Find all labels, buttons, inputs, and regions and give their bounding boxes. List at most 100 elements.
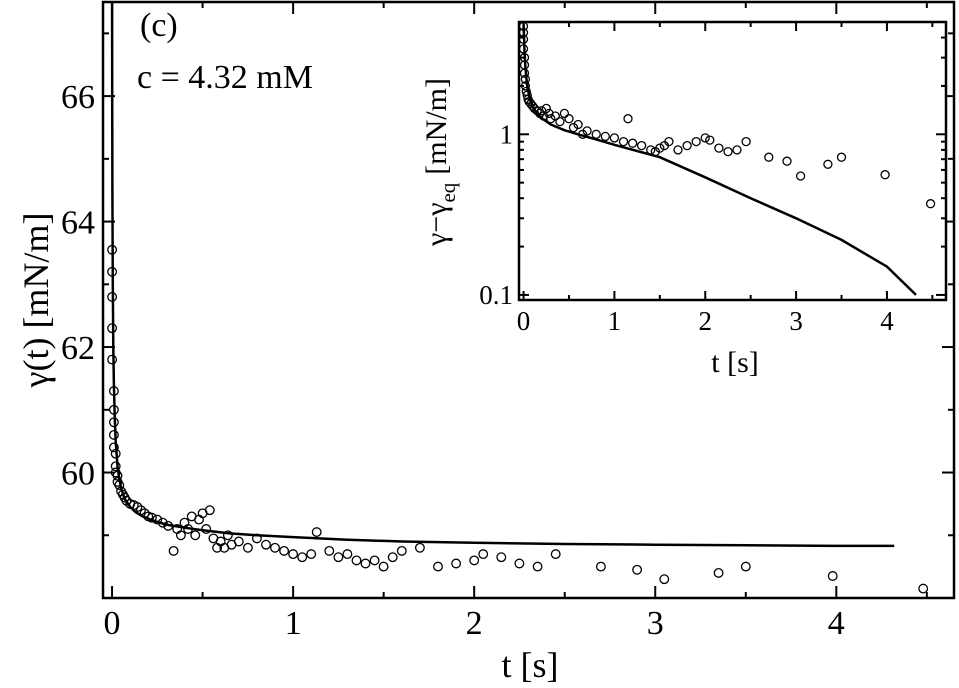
inset-data-point xyxy=(664,136,674,147)
main-plot-frame xyxy=(101,0,956,600)
main-x-tick-label: 1 xyxy=(285,605,302,642)
inset-data-point xyxy=(795,171,806,181)
inset-data-point xyxy=(655,143,665,153)
main-data-point xyxy=(222,530,233,541)
main-data-point xyxy=(595,561,606,572)
inset-y-label-units: [mN/m] xyxy=(420,78,453,175)
main-data-point xyxy=(478,549,489,560)
inset-data-point xyxy=(732,145,742,155)
inset-data-point xyxy=(546,114,556,124)
main-x-tick-label: 3 xyxy=(647,605,664,642)
inset-y-tick-label: 0.1 xyxy=(479,280,513,310)
main-data-point xyxy=(204,505,215,516)
inset-x-tick-label: 3 xyxy=(789,306,803,336)
inset-x-tick-label: 4 xyxy=(880,306,894,336)
main-y-tick-label: 62 xyxy=(61,330,95,367)
inset-y-axis-label: γ−γeq [mN/m] xyxy=(420,78,460,247)
main-data-point xyxy=(311,527,322,538)
main-y-tick-label: 66 xyxy=(61,79,95,116)
inset-data-point xyxy=(925,199,936,209)
main-data-point xyxy=(270,542,280,553)
main-data-point xyxy=(306,549,317,560)
inset-data-point xyxy=(836,152,847,162)
inset-data-point xyxy=(627,138,638,148)
main-data-point xyxy=(414,542,425,553)
inset-y-label-main: γ−γ xyxy=(420,203,453,247)
inset-data-point xyxy=(714,143,724,153)
main-data-point xyxy=(532,561,543,572)
inset-data-point xyxy=(559,108,570,119)
inset-plot-frame xyxy=(517,20,948,302)
main-data-point xyxy=(369,555,380,566)
main-data-point xyxy=(469,555,480,566)
main-data-point xyxy=(324,545,335,556)
inset-data-point xyxy=(527,101,538,111)
panel-label: (c) xyxy=(140,7,178,44)
main-data-point xyxy=(190,530,201,541)
main-data-point xyxy=(433,561,443,572)
inset-data-point xyxy=(764,152,774,162)
inset-data-point xyxy=(618,136,629,147)
inset-data-point xyxy=(700,133,710,143)
inset-data-point xyxy=(705,135,715,145)
inset-data-point xyxy=(636,140,647,151)
inset-plot: 0 1 2 3 4 0.1 1 t [s] γ−γeq [mN/m] xyxy=(420,20,948,379)
inset-data-point xyxy=(544,108,554,119)
main-data-point xyxy=(233,536,244,547)
main-data-point xyxy=(261,539,271,550)
main-data-point xyxy=(360,558,371,569)
inset-y-tick-label: 1 xyxy=(500,119,514,149)
inset-data-point xyxy=(673,145,683,155)
inset-x-tick-label: 2 xyxy=(698,306,712,336)
inset-x-tick-label: 0 xyxy=(517,306,531,336)
inset-data-point xyxy=(564,114,574,124)
main-data-point xyxy=(279,545,290,556)
inset-data-point xyxy=(582,126,592,136)
main-data-point xyxy=(351,555,362,566)
inset-data-point xyxy=(823,159,833,169)
main-data-point xyxy=(659,574,670,585)
main-x-tick-label: 0 xyxy=(104,605,121,642)
main-x-axis-label: t [s] xyxy=(502,645,559,685)
main-data-point xyxy=(333,552,344,563)
main-data-point xyxy=(827,571,838,581)
main-data-point xyxy=(496,552,507,563)
main-x-tick-label: 2 xyxy=(466,605,483,642)
main-data-point xyxy=(451,558,462,569)
inset-data-point xyxy=(550,111,560,121)
inset-data-point xyxy=(573,119,583,130)
inset-data-point xyxy=(682,140,692,151)
inset-x-tick-label: 1 xyxy=(608,306,622,336)
inset-data-point xyxy=(541,103,551,114)
inset-data-point xyxy=(782,156,792,166)
main-data-point xyxy=(342,549,353,560)
inset-data-point xyxy=(741,136,751,147)
concentration-annotation: c = 4.32 mM xyxy=(137,59,313,96)
main-data-point xyxy=(288,549,299,560)
main-y-axis-label: γ(t) [mN/m] xyxy=(16,213,56,389)
main-data-point xyxy=(387,552,398,563)
inset-data-point xyxy=(691,136,701,147)
inset-background xyxy=(519,22,946,300)
inset-y-label-sub: eq xyxy=(436,182,460,202)
main-data-point xyxy=(378,561,389,572)
inset-data-point xyxy=(623,114,633,124)
main-data-point xyxy=(713,567,724,578)
inset-fit-line xyxy=(522,21,917,296)
main-data-point xyxy=(297,552,308,563)
main-data-point xyxy=(632,564,643,575)
main-plot: 0 1 2 3 4 60 62 64 66 (c) c = 4.32 mM t [s] γ(t)… xyxy=(16,0,956,685)
inset-data-point xyxy=(600,131,610,142)
main-data-point xyxy=(396,545,407,556)
main-y-tick-label: 64 xyxy=(61,205,95,242)
inset-x-axis-label: t [s] xyxy=(711,346,759,379)
inset-data-point xyxy=(723,146,733,157)
main-data-point xyxy=(740,561,751,572)
inset-data-point xyxy=(555,116,565,127)
main-data-point xyxy=(107,354,118,365)
main-data-point xyxy=(108,442,119,453)
main-data-point xyxy=(242,542,253,553)
inset-data-point xyxy=(880,170,890,180)
main-fit-line xyxy=(110,1,895,548)
main-data-point xyxy=(110,461,121,472)
